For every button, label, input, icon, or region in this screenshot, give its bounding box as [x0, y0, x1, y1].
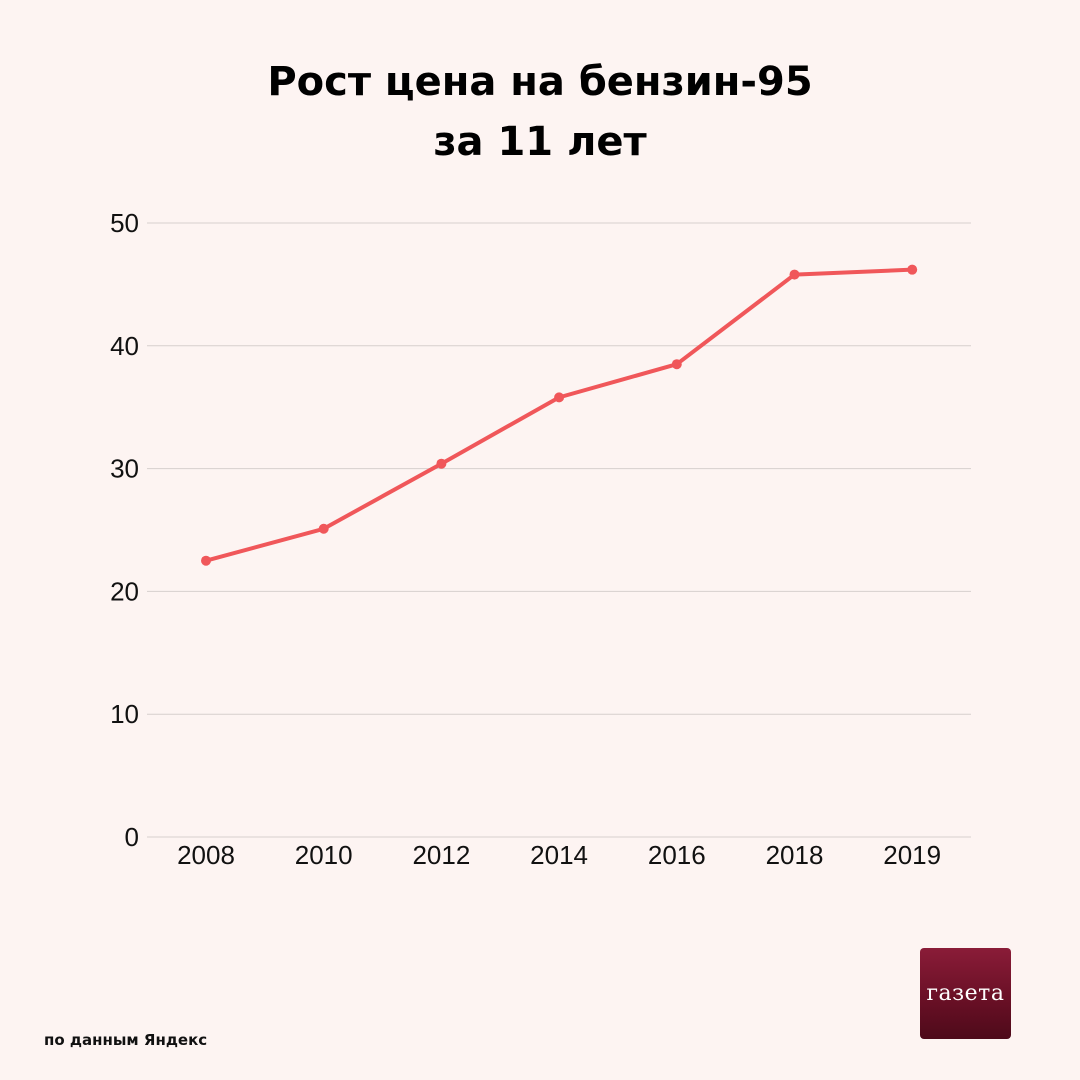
- y-tick-label: 20: [110, 576, 139, 606]
- data-point-2014: [554, 392, 565, 403]
- chart-title: Рост цена на бензин-95 за 11 лет: [0, 52, 1080, 172]
- y-tick-label: 50: [110, 208, 139, 238]
- data-point-2008: [201, 555, 211, 566]
- chart-title-line-1: Рост цена на бензин-95: [267, 59, 813, 105]
- data-point-2018: [789, 269, 800, 280]
- data-point-2012: [436, 458, 447, 469]
- y-tick-label: 30: [110, 454, 139, 484]
- logo-text: газета: [926, 981, 1005, 1006]
- y-tick-label: 40: [110, 331, 139, 361]
- x-tick-label: 2016: [648, 840, 706, 870]
- x-tick-label: 2019: [883, 840, 941, 870]
- source-note: по данным Яндекс: [44, 1031, 208, 1049]
- chart-title-line-2: за 11 лет: [433, 119, 647, 165]
- x-tick-label: 2018: [766, 840, 824, 870]
- x-tick-label: 2008: [177, 840, 235, 870]
- x-tick-label: 2010: [295, 840, 353, 870]
- gazeta-logo: газета: [920, 948, 1011, 1039]
- data-point-2019: [907, 264, 918, 275]
- data-point-2016: [671, 359, 682, 370]
- y-tick-label: 0: [125, 822, 139, 852]
- x-tick-label: 2012: [412, 840, 470, 870]
- y-tick-label: 10: [110, 699, 139, 729]
- series-line: [204, 267, 915, 563]
- data-point-2010: [318, 523, 329, 534]
- x-tick-label: 2014: [530, 840, 588, 870]
